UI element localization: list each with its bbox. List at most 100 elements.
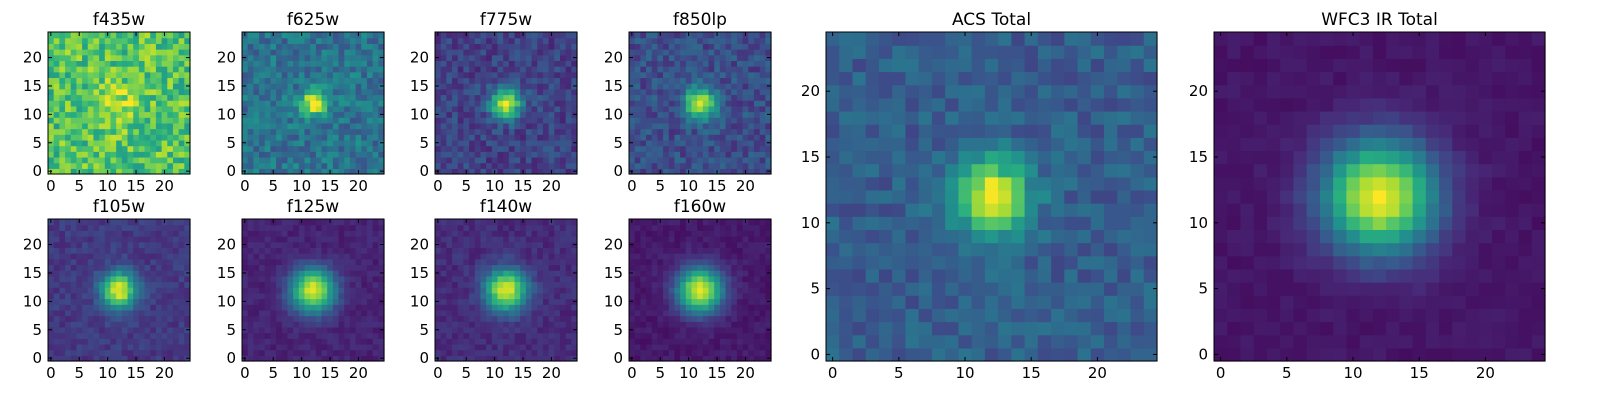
heatmap-cell bbox=[349, 43, 357, 50]
heatmap-cell bbox=[474, 43, 482, 50]
heatmap-cell bbox=[247, 134, 254, 141]
x-tick-label: 5 bbox=[268, 177, 278, 195]
heatmap-cell bbox=[70, 54, 77, 61]
heatmap-cell bbox=[559, 134, 567, 141]
heatmap-cell bbox=[697, 49, 704, 56]
heatmap-cell bbox=[753, 287, 761, 294]
heatmap-cell bbox=[440, 219, 447, 226]
heatmap-cell bbox=[87, 94, 95, 101]
heatmap-cell bbox=[144, 156, 151, 164]
x-tick-label: 0 bbox=[46, 177, 56, 195]
heatmap-cell bbox=[366, 122, 374, 130]
heatmap-cell bbox=[731, 111, 738, 118]
heatmap-cell bbox=[338, 343, 345, 351]
heatmap-cell bbox=[138, 224, 146, 231]
heatmap-cell bbox=[697, 321, 704, 328]
heatmap-cell bbox=[646, 54, 653, 61]
heatmap-cell bbox=[486, 54, 493, 61]
heatmap-cell bbox=[685, 122, 693, 130]
heatmap-cell bbox=[315, 326, 323, 334]
heatmap-cell bbox=[657, 37, 664, 44]
heatmap-cell bbox=[99, 49, 106, 56]
heatmap-cell bbox=[674, 128, 681, 135]
heatmap-cell bbox=[640, 168, 647, 175]
heatmap-cell bbox=[287, 71, 294, 79]
heatmap-cell bbox=[127, 32, 134, 39]
heatmap-cell bbox=[452, 139, 459, 147]
heatmap-cell bbox=[93, 37, 100, 44]
heatmap-cell bbox=[281, 343, 289, 351]
heatmap-cell bbox=[270, 270, 277, 277]
heatmap-cell bbox=[259, 71, 266, 79]
heatmap-cell bbox=[548, 236, 555, 243]
heatmap-cell bbox=[184, 338, 191, 345]
heatmap-cell bbox=[59, 105, 66, 113]
heatmap-cell bbox=[144, 105, 151, 113]
heatmap-cell bbox=[110, 117, 117, 124]
heatmap-cell bbox=[355, 156, 362, 164]
heatmap-cell bbox=[503, 156, 510, 164]
heatmap-cell bbox=[554, 321, 561, 328]
heatmap-cell bbox=[435, 321, 442, 328]
heatmap-cell bbox=[127, 315, 134, 322]
heatmap-cell bbox=[742, 275, 749, 283]
heatmap-cell bbox=[361, 343, 368, 351]
heatmap-cell bbox=[110, 338, 117, 345]
heatmap-cell bbox=[378, 37, 385, 44]
heatmap-cell bbox=[629, 37, 636, 44]
heatmap-cell bbox=[457, 332, 464, 339]
heatmap-cell bbox=[133, 145, 140, 152]
heatmap-cell bbox=[759, 275, 766, 283]
heatmap-cell bbox=[725, 49, 732, 56]
heatmap-cell bbox=[264, 315, 271, 322]
heatmap-cell bbox=[127, 355, 134, 362]
heatmap-cell bbox=[446, 241, 453, 248]
heatmap-cell bbox=[87, 264, 95, 271]
heatmap-cell bbox=[144, 270, 151, 277]
heatmap-cell bbox=[133, 343, 140, 351]
heatmap-cell bbox=[321, 66, 328, 73]
heatmap-cell bbox=[657, 77, 664, 84]
heatmap-cell bbox=[315, 355, 323, 362]
heatmap-cell bbox=[463, 332, 470, 339]
heatmap-cell bbox=[184, 247, 191, 254]
heatmap-cell bbox=[321, 151, 328, 158]
heatmap-cell bbox=[685, 134, 693, 141]
heatmap-cell bbox=[172, 304, 180, 311]
heatmap-cell bbox=[167, 151, 174, 158]
heatmap-cell bbox=[65, 298, 72, 305]
heatmap-cell bbox=[651, 43, 658, 50]
heatmap-cell bbox=[178, 236, 185, 243]
heatmap-cell bbox=[646, 71, 653, 79]
heatmap-cell bbox=[480, 60, 487, 67]
heatmap-cell bbox=[310, 43, 317, 50]
heatmap-cell bbox=[116, 83, 123, 90]
heatmap-cell bbox=[327, 105, 334, 113]
heatmap-cell bbox=[508, 88, 516, 96]
heatmap-cell bbox=[287, 162, 294, 169]
heatmap-cell bbox=[65, 111, 72, 118]
heatmap-cell bbox=[99, 304, 106, 311]
heatmap-cell bbox=[714, 156, 721, 164]
heatmap-cell bbox=[155, 128, 163, 135]
heatmap-cell bbox=[753, 77, 761, 84]
heatmap-cell bbox=[525, 321, 533, 328]
heatmap-cell bbox=[344, 298, 351, 305]
heatmap-cell bbox=[520, 338, 527, 345]
heatmap-cell bbox=[161, 151, 168, 158]
heatmap-cell bbox=[76, 60, 83, 67]
heatmap-cell bbox=[327, 151, 334, 158]
heatmap-cell bbox=[565, 326, 572, 334]
heatmap-cell bbox=[663, 343, 670, 351]
heatmap-cell bbox=[480, 343, 487, 351]
heatmap-cell bbox=[110, 270, 117, 277]
heatmap-cell bbox=[178, 83, 185, 90]
heatmap-cell bbox=[172, 349, 180, 356]
heatmap-cell bbox=[127, 49, 134, 56]
heatmap-cell bbox=[310, 253, 317, 260]
heatmap-cell bbox=[247, 60, 254, 67]
heatmap-cell bbox=[452, 43, 459, 50]
heatmap-cell bbox=[104, 287, 112, 294]
heatmap-cell bbox=[349, 145, 357, 152]
